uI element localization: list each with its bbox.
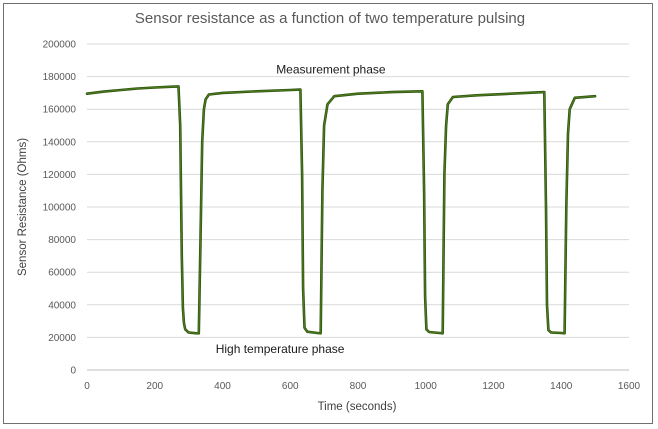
x-tick-label: 0 (84, 381, 90, 392)
y-tick-label: 0 (70, 366, 76, 377)
series-line (86, 85, 596, 334)
annotation-label: High temperature phase (216, 342, 345, 356)
x-axis-label: Time (seconds) (318, 401, 397, 413)
y-tick-label: 140000 (43, 137, 77, 148)
y-tick-label: 80000 (48, 235, 76, 246)
x-tick-label: 800 (350, 381, 367, 392)
y-tick-label: 40000 (48, 300, 76, 311)
gridlines (87, 43, 629, 338)
x-tick-label: 1000 (415, 381, 438, 392)
x-tick-labels: 0 200 400 600 800 1000 1200 1400 1600 (84, 381, 640, 392)
y-tick-label: 160000 (43, 105, 77, 116)
series-layer (85, 85, 597, 335)
annotation-label: Measurement phase (276, 62, 386, 76)
annotations: Measurement phase High temperature phase (216, 62, 386, 356)
y-tick-label: 20000 (48, 333, 76, 344)
y-tick-label: 200000 (43, 40, 77, 51)
y-tick-labels: 0 20000 40000 60000 80000 100000 120000 140000 1… (43, 40, 77, 377)
chart-frame (3, 3, 653, 424)
y-axis-label: Sensor Resistance (Ohms) (17, 138, 29, 276)
y-tick-label: 100000 (43, 203, 77, 214)
y-tick-label: 60000 (48, 268, 76, 279)
y-tick-label: 120000 (43, 170, 77, 181)
x-tick-label: 1400 (550, 381, 573, 392)
x-tick-label: 1200 (482, 381, 505, 392)
x-tick-label: 1600 (618, 381, 641, 392)
chart-title: Sensor resistance as a function of two t… (135, 10, 525, 27)
x-tick-label: 200 (146, 381, 163, 392)
x-tick-label: 400 (214, 381, 231, 392)
series-line-outline (85, 85, 597, 335)
y-tick-label: 180000 (43, 72, 77, 83)
x-tick-label: 600 (282, 381, 299, 392)
